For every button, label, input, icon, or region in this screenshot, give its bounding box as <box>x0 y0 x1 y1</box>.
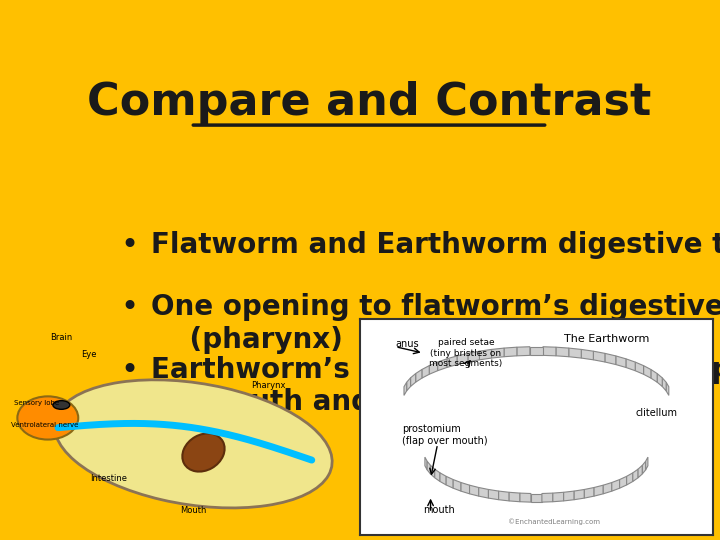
Text: •: • <box>120 231 138 260</box>
Polygon shape <box>530 347 543 355</box>
Polygon shape <box>574 489 585 500</box>
Polygon shape <box>499 491 509 501</box>
Polygon shape <box>531 494 542 502</box>
Polygon shape <box>517 347 530 356</box>
Text: ©EnchantedLearning.com: ©EnchantedLearning.com <box>508 518 600 525</box>
Text: paired setae
(tiny bristles on
most segments): paired setae (tiny bristles on most segm… <box>429 339 503 368</box>
Polygon shape <box>633 469 638 482</box>
Polygon shape <box>431 465 435 478</box>
Polygon shape <box>492 348 504 358</box>
Polygon shape <box>620 476 626 488</box>
Polygon shape <box>646 457 648 470</box>
Polygon shape <box>438 359 447 371</box>
Polygon shape <box>593 351 605 362</box>
Text: •: • <box>120 356 138 385</box>
Text: Pharynx: Pharynx <box>251 381 285 390</box>
Polygon shape <box>407 378 410 391</box>
Text: Intestine: Intestine <box>90 474 127 483</box>
Text: Sensory lobe: Sensory lobe <box>14 400 59 406</box>
Text: Brain: Brain <box>50 333 73 342</box>
Polygon shape <box>429 362 438 374</box>
Polygon shape <box>553 492 564 502</box>
Polygon shape <box>410 374 415 387</box>
Polygon shape <box>616 356 626 367</box>
Text: One opening to flatworm’s digestive tract
    (pharynx): One opening to flatworm’s digestive trac… <box>151 294 720 354</box>
Polygon shape <box>666 382 669 395</box>
Polygon shape <box>480 349 492 360</box>
Polygon shape <box>651 369 657 382</box>
Polygon shape <box>468 351 480 362</box>
Ellipse shape <box>17 396 78 440</box>
Polygon shape <box>542 493 553 502</box>
Polygon shape <box>504 347 517 357</box>
Polygon shape <box>642 461 646 474</box>
Polygon shape <box>425 457 427 470</box>
Polygon shape <box>662 378 666 391</box>
Polygon shape <box>605 353 616 365</box>
Text: mouth: mouth <box>423 505 455 515</box>
Polygon shape <box>585 488 594 498</box>
Polygon shape <box>427 461 431 474</box>
Text: Eye: Eye <box>81 350 96 360</box>
Polygon shape <box>453 480 461 491</box>
Polygon shape <box>404 382 407 395</box>
Ellipse shape <box>53 401 70 409</box>
Polygon shape <box>415 369 422 382</box>
Polygon shape <box>638 465 642 478</box>
Text: Compare and Contrast: Compare and Contrast <box>87 80 651 124</box>
Text: Flatworm and Earthworm digestive tracts: Flatworm and Earthworm digestive tracts <box>151 231 720 259</box>
Text: The Earthworm: The Earthworm <box>564 334 649 344</box>
Polygon shape <box>446 476 453 488</box>
Text: Ventrolateral nerve: Ventrolateral nerve <box>11 422 78 428</box>
Polygon shape <box>603 483 612 494</box>
Polygon shape <box>635 362 644 374</box>
Ellipse shape <box>182 434 225 471</box>
Polygon shape <box>543 347 556 356</box>
Polygon shape <box>479 488 488 498</box>
Ellipse shape <box>55 380 332 508</box>
Text: clitellum: clitellum <box>635 408 678 418</box>
Text: anus: anus <box>395 339 419 349</box>
Polygon shape <box>569 348 581 358</box>
Polygon shape <box>626 359 635 371</box>
Polygon shape <box>488 489 499 500</box>
Polygon shape <box>581 349 593 360</box>
Polygon shape <box>556 347 569 357</box>
Polygon shape <box>644 366 651 378</box>
Polygon shape <box>440 473 446 485</box>
Polygon shape <box>626 473 633 485</box>
Text: •: • <box>120 294 138 322</box>
Polygon shape <box>447 356 457 367</box>
Text: Mouth: Mouth <box>180 506 207 515</box>
Polygon shape <box>657 374 662 387</box>
Polygon shape <box>469 485 479 496</box>
Polygon shape <box>461 483 469 494</box>
Text: prostomium
(flap over mouth): prostomium (flap over mouth) <box>402 424 488 446</box>
Text: Earthworm’s digestive tract has 2 openings
    (mouth and anus): Earthworm’s digestive tract has 2 openin… <box>151 356 720 416</box>
Polygon shape <box>435 469 440 482</box>
Polygon shape <box>520 493 531 502</box>
Polygon shape <box>457 353 468 365</box>
Polygon shape <box>422 366 429 378</box>
Polygon shape <box>509 492 520 502</box>
Polygon shape <box>594 485 603 496</box>
Polygon shape <box>564 491 574 501</box>
Polygon shape <box>612 480 620 491</box>
